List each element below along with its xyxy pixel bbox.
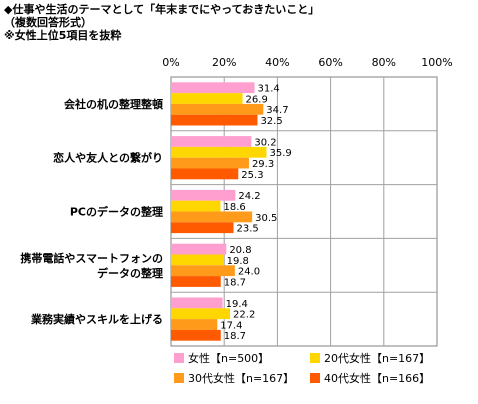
x-tick-label: 60%	[318, 56, 342, 69]
bar	[171, 254, 224, 266]
data-label: 19.4	[226, 299, 248, 310]
bar	[171, 136, 252, 147]
category-label: PCのデータの整理	[70, 205, 163, 219]
data-label: 18.7	[224, 277, 246, 288]
data-label: 18.7	[224, 331, 246, 342]
data-label: 22.2	[233, 310, 255, 321]
data-label: 32.5	[260, 116, 282, 127]
bar	[171, 168, 239, 180]
x-tick-label: 20%	[212, 56, 236, 69]
bar	[171, 200, 221, 212]
chart-title: ◆仕事や生活のテーマとして「年末までにやっておきたいこと」	[4, 3, 320, 16]
category-label: 会社の机の整理整頓	[64, 97, 163, 111]
legend-label: 40代女性【n=166】	[324, 371, 430, 385]
legend-swatch	[310, 373, 320, 383]
category-label: 業務実績やスキルを上げる	[30, 312, 163, 326]
legend-label: 30代女性【n=167】	[188, 371, 294, 385]
data-label: 30.2	[254, 137, 276, 148]
bar	[171, 265, 235, 277]
data-label: 35.9	[269, 148, 291, 159]
bar	[171, 319, 218, 330]
bar	[171, 114, 258, 126]
bar	[171, 189, 236, 201]
x-tick-label: 80%	[372, 56, 396, 69]
bar	[171, 276, 221, 287]
legend-label: 20代女性【n=167】	[324, 351, 430, 365]
bar	[171, 157, 249, 169]
legend-label: 女性【n=500】	[188, 351, 269, 365]
title-block: ◆仕事や生活のテーマとして「年末までにやっておきたいこと」 （複数回答形式） ※…	[4, 3, 319, 42]
data-label: 23.5	[237, 224, 259, 235]
bar	[171, 308, 231, 320]
data-label: 29.3	[252, 159, 274, 170]
bar	[171, 211, 253, 223]
legend-swatch	[174, 353, 184, 363]
data-label: 24.2	[238, 191, 260, 202]
data-label: 20.8	[229, 245, 251, 256]
bar	[171, 93, 243, 104]
x-tick-label: 40%	[265, 56, 289, 69]
bar	[171, 329, 221, 341]
legend-swatch	[174, 373, 184, 383]
bar	[171, 297, 223, 309]
legend-swatch	[310, 353, 320, 363]
data-label: 25.3	[241, 170, 263, 181]
category-label: 携帯電話やスマートフォンの	[20, 251, 163, 265]
bar	[171, 243, 227, 255]
chart-note: ※女性上位5項目を抜粋	[4, 29, 122, 42]
bar	[171, 82, 255, 94]
x-tick-label: 0%	[162, 56, 179, 69]
chart-subtitle: （複数回答形式）	[4, 16, 92, 29]
data-label: 30.5	[255, 213, 277, 224]
bar	[171, 222, 234, 234]
bar	[171, 103, 264, 115]
x-tick-label: 100%	[421, 56, 452, 69]
category-label: 恋人や友人との繋がり	[53, 151, 163, 165]
data-label: 24.0	[238, 267, 260, 278]
data-label: 26.9	[246, 94, 268, 105]
data-label: 18.6	[223, 202, 245, 213]
data-label: 19.8	[227, 256, 249, 267]
bar	[171, 146, 267, 158]
data-label: 34.7	[266, 105, 288, 116]
data-label: 17.4	[220, 320, 242, 331]
category-label: データの整理	[97, 266, 163, 280]
data-label: 31.4	[258, 84, 280, 95]
